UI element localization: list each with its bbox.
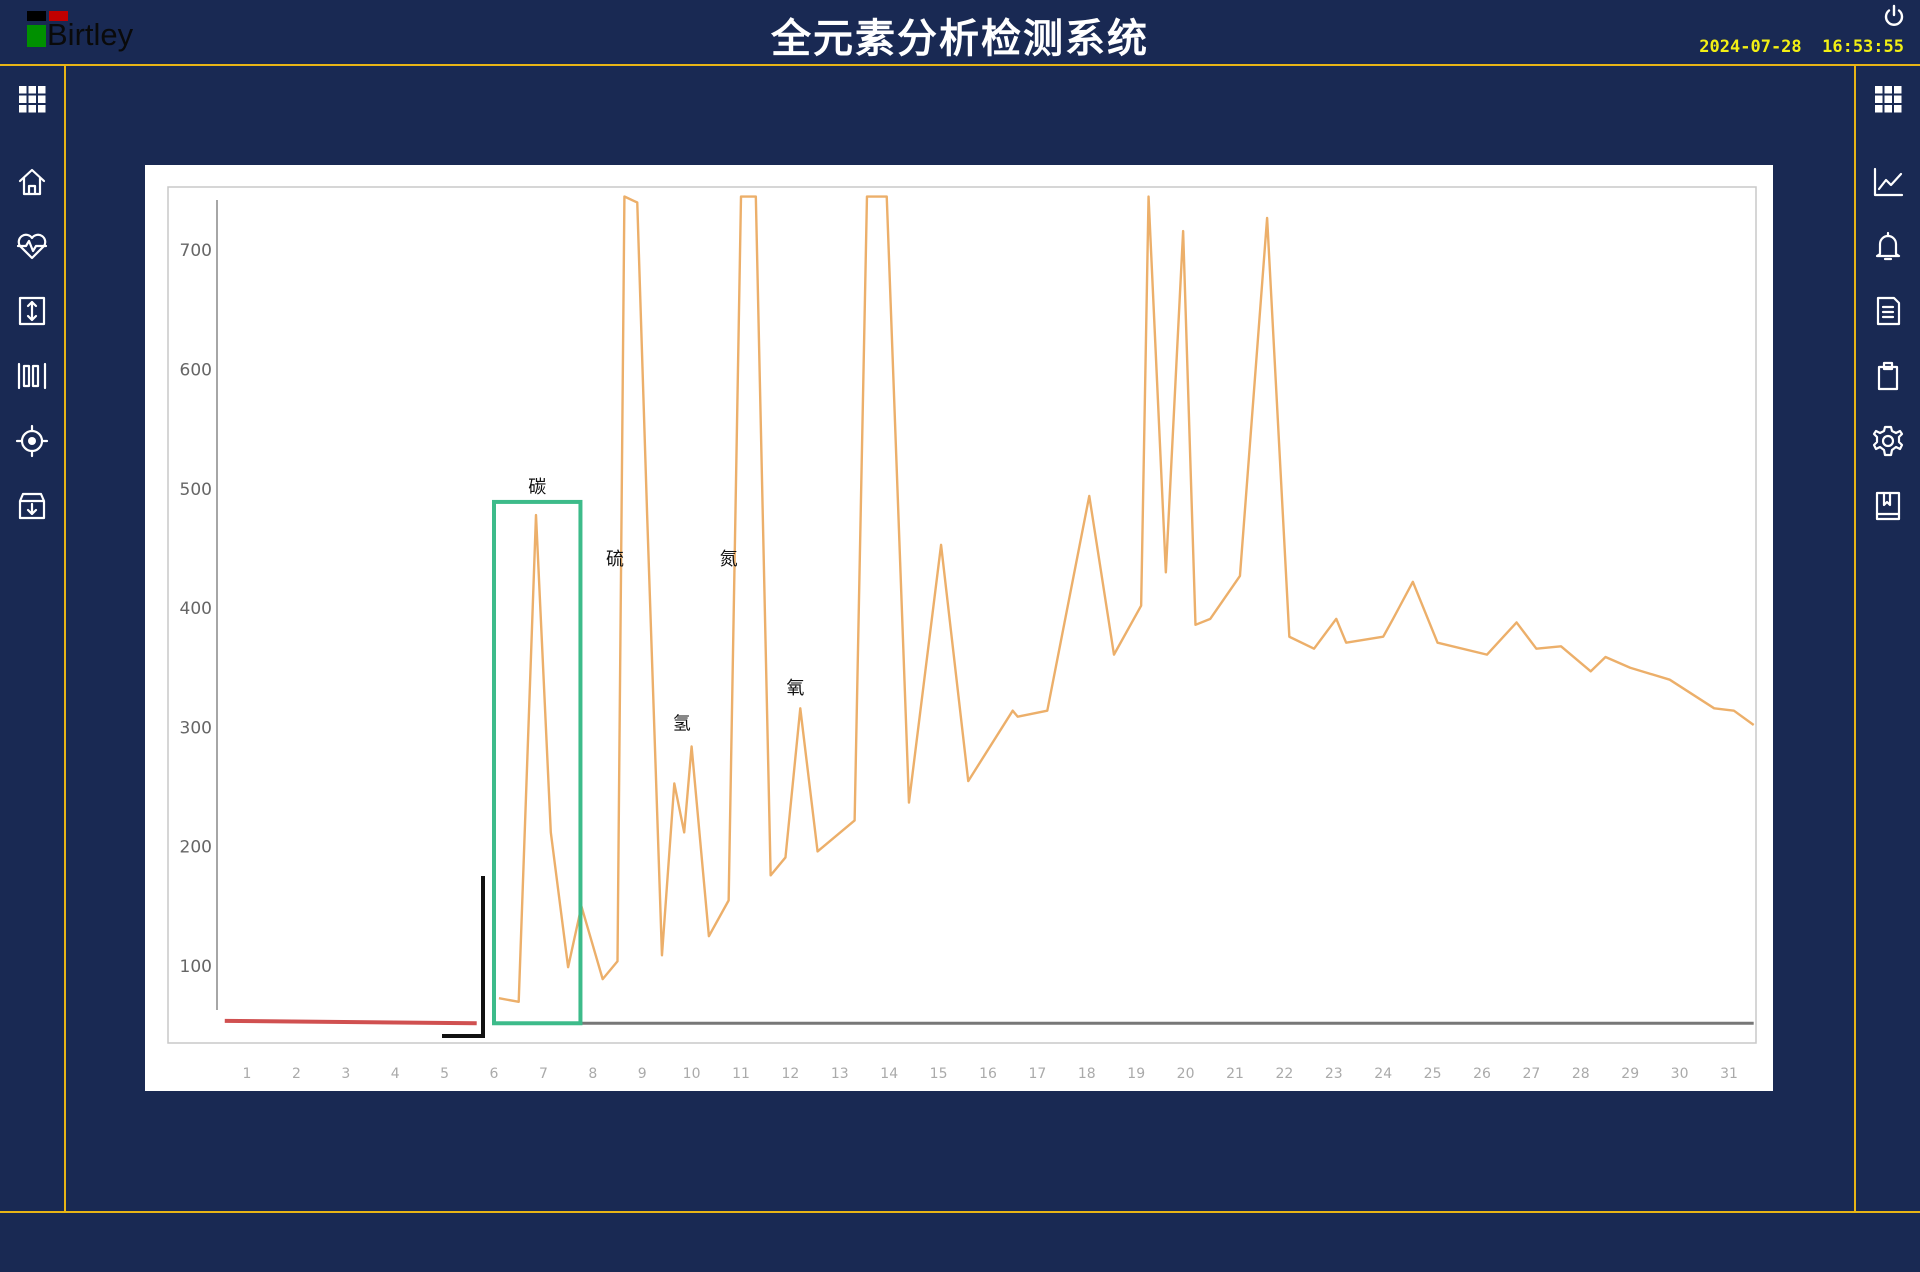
home-icon[interactable] [15, 165, 49, 199]
page-title: 全元素分析检测系统 [771, 16, 1149, 62]
right-sidebar [1854, 66, 1920, 1212]
gear-icon[interactable] [1871, 424, 1905, 458]
logo: Birtley [27, 11, 152, 53]
archive-download-icon[interactable] [15, 489, 49, 523]
grid-icon[interactable] [1871, 82, 1905, 116]
target-icon[interactable] [15, 424, 49, 458]
logo-text: Birtley [47, 17, 134, 52]
grid-icon[interactable] [15, 82, 49, 116]
heart-pulse-icon[interactable] [15, 229, 49, 263]
datetime: 2024-07-28 16:53:55 [1699, 37, 1904, 57]
header: Birtley 全元素分析检测系统 2024-07-28 16:53:55 [0, 0, 1920, 66]
left-sidebar [0, 66, 66, 1212]
clipboard-icon[interactable] [1871, 359, 1905, 393]
vertical-arrows-icon[interactable] [15, 294, 49, 328]
bell-icon[interactable] [1871, 229, 1905, 263]
footer-divider [0, 1211, 1920, 1213]
book-icon[interactable] [1871, 489, 1905, 523]
document-icon[interactable] [1871, 294, 1905, 328]
power-icon[interactable] [1882, 4, 1906, 28]
chart-panel [145, 165, 1773, 1091]
line-chart-icon[interactable] [1871, 165, 1905, 199]
barcode-icon[interactable] [15, 359, 49, 393]
